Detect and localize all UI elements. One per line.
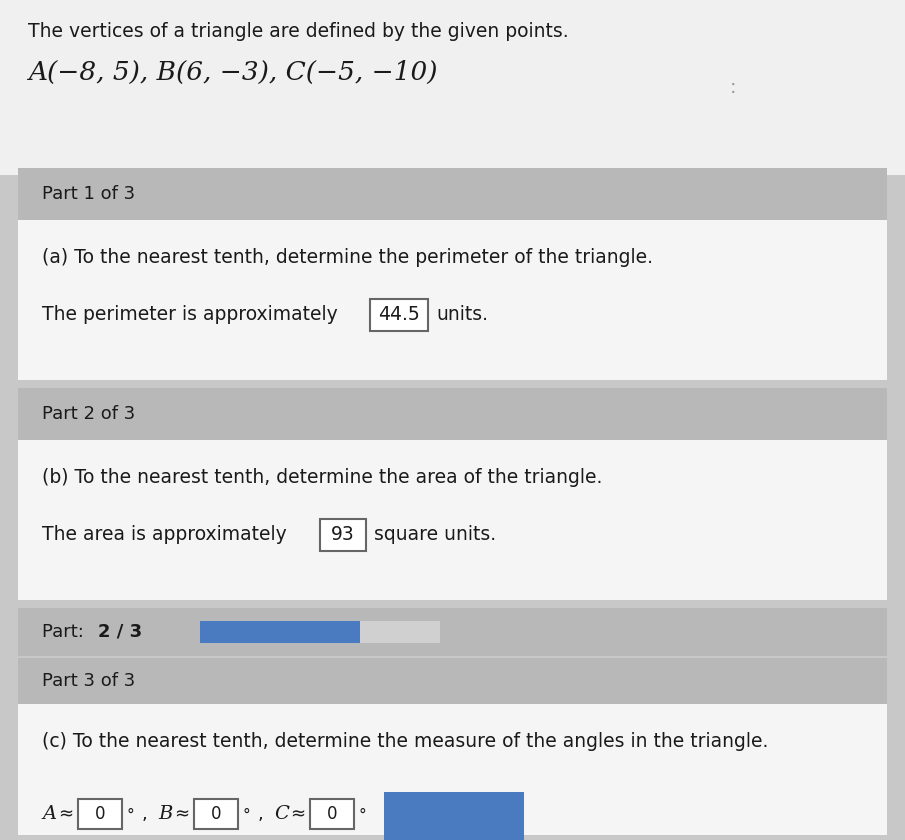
Bar [18,608,887,656]
Text: 0: 0 [211,805,221,823]
Text: 93: 93 [331,526,355,544]
Text: units.: units. [436,306,488,324]
Text: ≈: ≈ [290,805,305,823]
Text: ≈: ≈ [174,805,189,823]
Bar [18,388,887,440]
Text: °: ° [358,808,366,823]
Text: The perimeter is approximately: The perimeter is approximately [42,306,338,324]
Text: The area is approximately: The area is approximately [42,526,287,544]
Text: The vertices of a triangle are defined by the given points.: The vertices of a triangle are defined b… [28,22,568,41]
Text: 44.5: 44.5 [378,306,420,324]
Text: ≈: ≈ [58,805,73,823]
Text: Part 3 of 3: Part 3 of 3 [42,672,135,690]
Text: (a) To the nearest tenth, determine the perimeter of the triangle.: (a) To the nearest tenth, determine the … [42,248,653,267]
Text: °: ° [242,808,250,823]
Bar [200,621,440,643]
Text: 0: 0 [95,805,105,823]
Bar [310,799,354,829]
Bar [384,792,524,840]
Text: 0: 0 [327,805,338,823]
Text: ,: , [142,805,148,823]
Text: 2 / 3: 2 / 3 [98,623,142,641]
Bar [18,704,887,835]
Text: Part 2 of 3: Part 2 of 3 [42,405,135,423]
Text: Part:: Part: [42,623,90,641]
Text: square units.: square units. [374,526,496,544]
Text: C: C [274,805,289,823]
Bar [370,299,428,331]
Bar [320,519,366,551]
Bar [18,168,887,220]
Bar [194,799,238,829]
Text: °: ° [126,808,134,823]
Bar [18,220,887,380]
Text: A(−8, 5), B(6, −3), C(−5, −10): A(−8, 5), B(6, −3), C(−5, −10) [28,60,437,85]
Text: :: : [730,78,737,97]
Text: B: B [158,805,172,823]
Bar [18,440,887,600]
Text: Part 1 of 3: Part 1 of 3 [42,185,135,203]
Text: (b) To the nearest tenth, determine the area of the triangle.: (b) To the nearest tenth, determine the … [42,468,603,487]
Text: ,: , [258,805,263,823]
Bar [200,621,360,643]
Bar [78,799,122,829]
Text: A: A [42,805,56,823]
Bar [18,658,887,704]
Bar [0,0,905,175]
Text: (c) To the nearest tenth, determine the measure of the angles in the triangle.: (c) To the nearest tenth, determine the … [42,732,768,751]
